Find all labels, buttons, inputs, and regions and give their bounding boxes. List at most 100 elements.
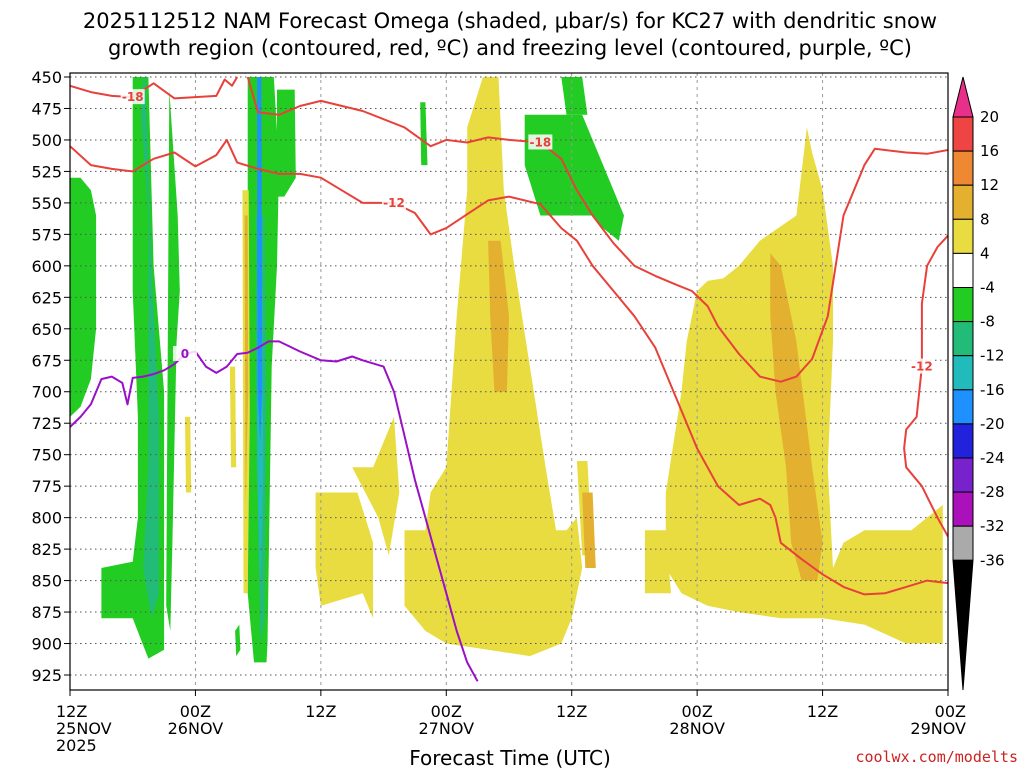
y-tick-label-550: 550: [31, 194, 62, 213]
omega-region-12: [229, 366, 237, 468]
colorbar-bin-3: [952, 218, 974, 254]
colorbar-bin-0: [952, 116, 974, 152]
y-tick-label-625: 625: [31, 288, 62, 307]
colorbar-label-6: -8: [980, 313, 995, 331]
x-tick-label-60-1: 28NOV: [669, 719, 725, 738]
colorbar-label-5: -4: [980, 279, 995, 297]
x-tick-label-0-1: 25NOV: [56, 719, 112, 738]
dendritic-contour-1: [246, 76, 948, 383]
title-line-1: 2025112512 NAM Forecast Omega (shaded, μ…: [83, 9, 937, 33]
colorbar-label-13: -36: [980, 551, 1005, 569]
colorbar-label-4: 4: [980, 244, 990, 262]
y-tick-label-500: 500: [31, 131, 62, 150]
colorbar-label-7: -12: [980, 347, 1005, 365]
y-tick-label-700: 700: [31, 383, 62, 402]
colorbar-label-0: 20: [980, 108, 999, 126]
dendritic-contour-label-bg-3: [909, 358, 934, 374]
x-tick-label-84-1: 29NOV: [910, 719, 966, 738]
dendritic-contour-2: [70, 138, 948, 596]
omega-region-9: [277, 89, 296, 197]
omega-region-17: [488, 240, 509, 392]
omega-region-23: [561, 77, 588, 115]
terrain-surface: [70, 691, 948, 700]
y-tick-label-650: 650: [31, 320, 62, 339]
x-tick-label-24-0: 12Z: [305, 702, 336, 721]
colorbar-bin-4: [952, 252, 974, 288]
colorbar-bin-12: [952, 525, 974, 561]
x-tick-label-12-0: 00Z: [180, 702, 211, 721]
omega-shaded-regions: [70, 77, 943, 663]
omega-region-22: [524, 114, 624, 241]
chart-title: 2025112512 NAM Forecast Omega (shaded, μ…: [83, 9, 937, 60]
colorbar-label-12: -32: [980, 517, 1005, 535]
x-tick-label-0-2: 2025: [56, 736, 97, 755]
x-tick-label-36-0: 00Z: [431, 702, 462, 721]
dendritic-contour-label-bg-1: [528, 134, 553, 150]
colorbar-label-2: 12: [980, 176, 999, 194]
y-tick-label-800: 800: [31, 509, 62, 528]
freezing-contour-label-0: 0: [181, 347, 189, 361]
y-tick-label-475: 475: [31, 99, 62, 118]
omega-region-13: [185, 416, 192, 493]
omega-region-18: [315, 492, 374, 619]
dendritic-contour-0: [70, 76, 239, 100]
colorbar-bin-5: [952, 287, 974, 323]
omega-region-2: [141, 77, 159, 619]
y-tick-label-825: 825: [31, 540, 62, 559]
colorbar-label-9: -20: [980, 415, 1005, 433]
y-axis: 450 475 500 525 550 575 600 625 650 675 700 725 750 7…: [31, 68, 70, 685]
dendritic-contour-label-bg-0: [120, 89, 145, 105]
colorbar-bin-7: [952, 355, 974, 391]
y-tick-label-775: 775: [31, 477, 62, 496]
y-tick-label-600: 600: [31, 257, 62, 276]
title-line-2: growth region (contoured, red, ºC) and f…: [108, 36, 912, 60]
omega-region-15: [420, 102, 428, 166]
colorbar-bin-2: [952, 184, 974, 220]
colorbar-label-10: -24: [980, 449, 1005, 467]
omega-region-25: [770, 253, 823, 581]
omega-region-0: [70, 177, 97, 417]
dendritic-contour-label-2: -12: [383, 196, 405, 210]
omega-region-21: [582, 492, 596, 568]
colorbar-label-11: -28: [980, 483, 1005, 501]
x-tick-label-36-1: 27NOV: [418, 719, 474, 738]
colorbar: 20 16 12 8 4 -4 -8 -12 -16 -20 -24 -28 -32 -36: [952, 76, 1005, 691]
y-tick-label-850: 850: [31, 572, 62, 591]
colorbar-label-8: -16: [980, 381, 1005, 399]
terrain-layer: [70, 691, 948, 700]
x-tick-label-72-0: 12Z: [807, 702, 838, 721]
colorbar-top-arrow: [952, 76, 974, 118]
colorbar-bin-8: [952, 389, 974, 425]
x-tick-label-48-0: 12Z: [556, 702, 587, 721]
x-tick-label-60-0: 00Z: [681, 702, 712, 721]
plot-grid: [69, 73, 949, 690]
y-tick-label-725: 725: [31, 414, 62, 433]
y-tick-label-875: 875: [31, 603, 62, 622]
omega-region-4: [235, 215, 245, 644]
y-tick-label-750: 750: [31, 446, 62, 465]
freezing-contour-label-bg-0: [172, 345, 197, 361]
colorbar-label-3: 8: [980, 210, 990, 228]
colorbar-bin-10: [952, 457, 974, 493]
colorbar-bin-6: [952, 321, 974, 357]
omega-region-26: [644, 530, 671, 594]
dendritic-contour-label-bg-2: [382, 194, 407, 210]
x-tick-label-84-0: 00Z: [935, 702, 966, 721]
x-tick-label-0-0: 12Z: [56, 702, 87, 721]
y-tick-label-925: 925: [31, 666, 62, 685]
omega-region-24: [665, 127, 943, 644]
dendritic-contour-label-3: -12: [911, 360, 933, 374]
y-tick-label-525: 525: [31, 162, 62, 181]
colorbar-bottom-arrow: [952, 559, 974, 691]
y-tick-label-675: 675: [31, 351, 62, 370]
colorbar-bin-1: [952, 150, 974, 186]
dendritic-contour-label-1: -18: [530, 135, 552, 149]
y-tick-label-450: 450: [31, 68, 62, 87]
colorbar-bin-11: [952, 491, 974, 527]
x-axis-label: Forecast Time (UTC): [409, 746, 611, 768]
freezing-contour-0: [70, 340, 479, 682]
y-tick-label-900: 900: [31, 635, 62, 654]
credit-text: coolwx.com/modelts: [855, 748, 1018, 766]
